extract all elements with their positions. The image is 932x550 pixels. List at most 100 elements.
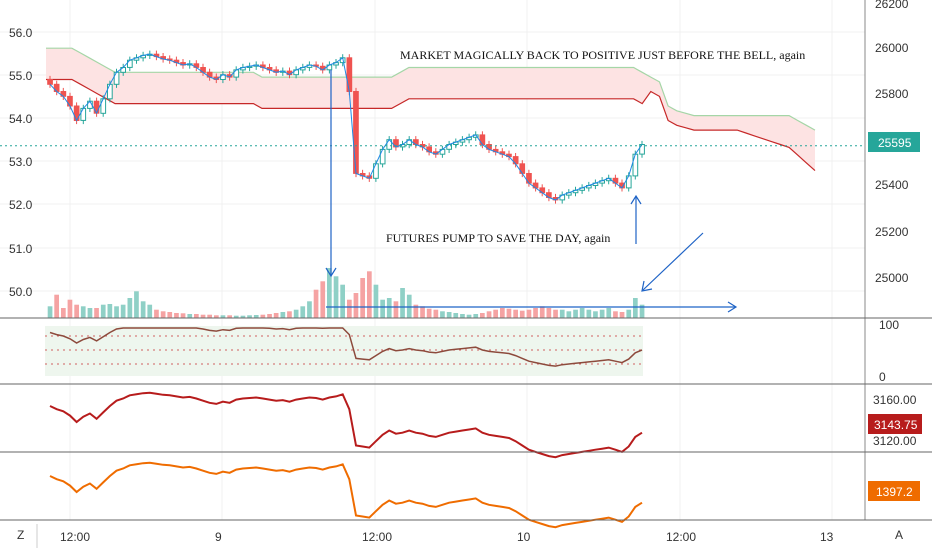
- annotation-top: MARKET MAGICALLY BACK TO POSITIVE JUST B…: [400, 48, 805, 62]
- volume-bar: [54, 294, 59, 318]
- annotations[interactable]: MARKET MAGICALLY BACK TO POSITIVE JUST B…: [325, 48, 805, 313]
- time-tick-label: 13: [820, 530, 834, 544]
- candle-body: [346, 57, 353, 92]
- volume-bar: [227, 315, 232, 318]
- volume-bar: [313, 289, 319, 318]
- volume-bar: [546, 308, 552, 318]
- volume-bar: [74, 304, 79, 318]
- time-tick-label: 10: [517, 530, 531, 544]
- volume-bar: [147, 304, 153, 318]
- volume-bar: [200, 314, 206, 318]
- volume-bar: [433, 309, 439, 318]
- left-tick-label: 50.0: [9, 285, 33, 299]
- right-tick-label: 25200: [875, 225, 909, 239]
- volume-bar: [586, 309, 592, 318]
- volume-bar: [247, 315, 252, 318]
- volume-bar: [566, 311, 572, 318]
- volume-bar: [293, 309, 299, 318]
- volume-bar: [639, 304, 645, 318]
- candle-body: [519, 163, 526, 174]
- candle-body: [93, 100, 100, 114]
- volume-bar: [626, 309, 632, 318]
- index-tick-label: 3120.00: [873, 434, 917, 448]
- volume-bar: [480, 313, 485, 318]
- volume-bar: [373, 284, 379, 318]
- left-tick-label: 53.0: [9, 155, 33, 169]
- volume-bar: [606, 308, 612, 318]
- volume-bar: [140, 301, 146, 318]
- volume-bar: [579, 308, 585, 318]
- volume-bar: [287, 311, 292, 318]
- stochastic-line: [49, 327, 643, 367]
- volume-bar: [320, 281, 326, 318]
- stoch-tick-label: 100: [879, 318, 899, 332]
- volume-bar: [393, 301, 399, 318]
- right-axis[interactable]: 26200 26000 25800 25600 25400 25200 2500…: [868, 0, 922, 501]
- volume-bar: [360, 278, 365, 318]
- right-tick-label: 25800: [875, 87, 909, 101]
- time-tick-label: 12:00: [60, 530, 90, 544]
- volume-bar: [613, 311, 618, 318]
- left-tick-label: 51.0: [9, 242, 33, 256]
- auto-scale-button[interactable]: A: [895, 528, 903, 542]
- time-tick-label: 12:00: [362, 530, 392, 544]
- volume-bar: [120, 304, 126, 318]
- volume-bar: [519, 310, 525, 318]
- volume-bar: [100, 304, 106, 318]
- volume-bar: [599, 309, 605, 318]
- index2-line: [49, 461, 643, 529]
- volume-bar: [386, 298, 392, 318]
- volume-bar: [513, 309, 518, 318]
- volume-bar: [460, 314, 465, 318]
- ichimoku-cloud: [46, 47, 816, 172]
- last-price-tag: [868, 132, 920, 152]
- volume-bar: [220, 315, 226, 318]
- volume-bars: [47, 268, 645, 318]
- diagonal-arrow-line: [642, 232, 704, 291]
- volume-bar: [107, 304, 113, 318]
- volume-bar: [333, 276, 339, 318]
- volume-bar: [446, 312, 452, 318]
- volume-bar: [400, 288, 405, 318]
- volume-bar: [367, 271, 372, 318]
- volume-bar: [307, 301, 312, 318]
- volume-bar: [233, 315, 239, 318]
- moving-average-line: [49, 53, 643, 201]
- volume-bar: [506, 308, 512, 318]
- time-tick-label: 12:00: [666, 530, 696, 544]
- left-tick-label: 55.0: [9, 69, 33, 83]
- volume-bar: [553, 309, 558, 318]
- index-line: [49, 391, 643, 459]
- volume-bar: [327, 268, 332, 318]
- volume-bar: [526, 309, 532, 318]
- volume-bar: [87, 308, 93, 318]
- timezone-button[interactable]: Z: [17, 528, 24, 542]
- right-tick-label: 26200: [875, 0, 909, 11]
- volume-bar: [573, 309, 578, 318]
- volume-bar: [273, 313, 279, 318]
- volume-bar: [180, 313, 186, 318]
- volume-bar: [426, 308, 432, 318]
- volume-bar: [340, 284, 345, 318]
- volume-bar: [413, 304, 419, 318]
- volume-bar: [67, 299, 73, 318]
- candle-body: [67, 95, 73, 107]
- candle-body: [632, 153, 639, 177]
- candle-body: [353, 91, 359, 174]
- volume-bar: [253, 315, 259, 318]
- left-tick-label: 54.0: [9, 112, 33, 126]
- candle-body: [373, 163, 379, 179]
- right-tick-label: 25400: [875, 178, 909, 192]
- candle-body: [100, 98, 107, 114]
- volume-bar: [167, 312, 173, 318]
- left-tick-label: 56.0: [9, 26, 33, 40]
- volume-bar: [493, 309, 498, 318]
- volume-bar: [633, 298, 638, 318]
- candle-body: [80, 107, 87, 121]
- index-value-tag: [868, 414, 922, 434]
- volume-bar: [353, 293, 359, 318]
- cloud-fill: [46, 48, 815, 171]
- candle-body: [639, 144, 645, 155]
- volume-bar: [214, 315, 219, 318]
